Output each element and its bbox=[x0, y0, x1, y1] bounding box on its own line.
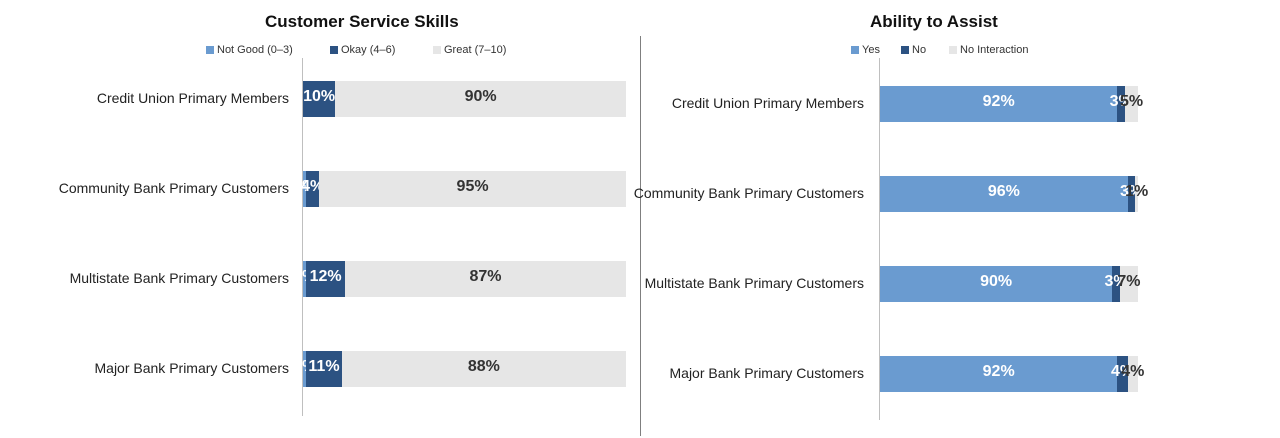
bar-yes-community-bank-primary-customers bbox=[880, 176, 1128, 212]
category-label-multistate-bank-primary-customers: Multistate Bank Primary Customers bbox=[644, 275, 864, 291]
bar-great-7-10-community-bank-primary-customers bbox=[319, 171, 626, 207]
category-label-community-bank-primary-customers: Community Bank Primary Customers bbox=[58, 180, 289, 196]
bar-okay-4-6-major-bank-primary-customers bbox=[306, 351, 342, 387]
bar-not-good-0-3-community-bank-primary-customers bbox=[303, 171, 307, 207]
legend-swatch bbox=[949, 46, 957, 54]
chart-title: Customer Service Skills bbox=[265, 12, 459, 31]
bar-no-multistate-bank-primary-customers bbox=[1112, 266, 1120, 302]
bar-no-major-bank-primary-customers bbox=[1117, 356, 1128, 392]
data-label-okay-4-6-major-bank-primary-customers: 11% bbox=[308, 358, 340, 375]
category-label-credit-union-primary-members: Credit Union Primary Members bbox=[671, 95, 864, 111]
chart-title: Ability to Assist bbox=[870, 12, 998, 31]
data-label-no-interaction-community-bank-primary-customers: 1% bbox=[1125, 183, 1149, 200]
data-label-great-7-10-multistate-bank-primary-customers: 87% bbox=[469, 268, 502, 285]
legend-item-no: No bbox=[901, 44, 926, 56]
data-label-no-interaction-major-bank-primary-customers: 4% bbox=[1121, 363, 1145, 380]
data-label-great-7-10-community-bank-primary-customers: 95% bbox=[456, 178, 489, 195]
bar-great-7-10-credit-union-primary-members bbox=[335, 81, 626, 117]
bar-okay-4-6-credit-union-primary-members bbox=[303, 81, 336, 117]
category-label-major-bank-primary-customers: Major Bank Primary Customers bbox=[669, 365, 865, 381]
bar-yes-major-bank-primary-customers bbox=[880, 356, 1118, 392]
legend-swatch bbox=[330, 46, 338, 54]
category-label-multistate-bank-primary-customers: Multistate Bank Primary Customers bbox=[69, 270, 289, 286]
data-label-okay-4-6-credit-union-primary-members: 10% bbox=[303, 88, 336, 105]
legend-swatch bbox=[851, 46, 859, 54]
data-label-no-interaction-multistate-bank-primary-customers: 7% bbox=[1117, 273, 1141, 290]
legend-swatch bbox=[433, 46, 441, 54]
bar-no-interaction-credit-union-primary-members bbox=[1125, 86, 1138, 122]
legend-item-not-good: Not Good (0–3) bbox=[206, 44, 293, 56]
panel-divider bbox=[640, 36, 641, 436]
legend-label: Okay (4–6) bbox=[341, 44, 396, 56]
data-label-yes-major-bank-primary-customers: 92% bbox=[982, 363, 1015, 380]
bar-great-7-10-multistate-bank-primary-customers bbox=[344, 261, 626, 297]
legend-label: No Interaction bbox=[960, 44, 1029, 56]
legend-item-okay: Okay (4–6) bbox=[330, 44, 395, 56]
bar-yes-multistate-bank-primary-customers bbox=[880, 266, 1113, 302]
bar-no-interaction-community-bank-primary-customers bbox=[1135, 176, 1138, 212]
category-label-credit-union-primary-members: Credit Union Primary Members bbox=[96, 90, 289, 106]
bar-yes-credit-union-primary-members bbox=[880, 86, 1118, 122]
legend-item-no-interaction: No Interaction bbox=[949, 44, 1028, 56]
legend-label: Yes bbox=[862, 44, 880, 56]
legend-label: Great (7–10) bbox=[444, 44, 507, 56]
y-axis-line bbox=[302, 58, 303, 416]
bar-no-interaction-multistate-bank-primary-customers bbox=[1119, 266, 1138, 302]
legend-swatch bbox=[901, 46, 909, 54]
bar-no-community-bank-primary-customers bbox=[1127, 176, 1136, 212]
ability-to-assist-chart: Ability to Assist Yes No No Interaction … bbox=[634, 0, 1280, 438]
legend-item-great: Great (7–10) bbox=[433, 44, 506, 56]
y-axis-line bbox=[879, 58, 880, 420]
data-label-no-interaction-credit-union-primary-members: 5% bbox=[1119, 93, 1144, 110]
legend-label: Not Good (0–3) bbox=[217, 44, 293, 56]
bar-not-good-0-3-major-bank-primary-customers bbox=[303, 351, 307, 387]
bar-okay-4-6-multistate-bank-primary-customers bbox=[306, 261, 345, 297]
category-label-community-bank-primary-customers: Community Bank Primary Customers bbox=[633, 185, 864, 201]
bar-not-good-0-3-multistate-bank-primary-customers bbox=[303, 261, 307, 297]
category-label-major-bank-primary-customers: Major Bank Primary Customers bbox=[94, 360, 290, 376]
bar-no-credit-union-primary-members bbox=[1117, 86, 1126, 122]
data-label-great-7-10-major-bank-primary-customers: 88% bbox=[467, 358, 500, 375]
bar-no-interaction-major-bank-primary-customers bbox=[1127, 356, 1138, 392]
data-label-yes-community-bank-primary-customers: 96% bbox=[987, 183, 1020, 200]
data-label-yes-credit-union-primary-members: 92% bbox=[982, 93, 1015, 110]
customer-service-skills-chart: Customer Service Skills Not Good (0–3) O… bbox=[0, 0, 638, 438]
legend-label: No bbox=[912, 44, 927, 56]
legend-swatch bbox=[206, 46, 214, 54]
data-label-okay-4-6-multistate-bank-primary-customers: 12% bbox=[309, 268, 342, 285]
data-label-great-7-10-credit-union-primary-members: 90% bbox=[464, 88, 497, 105]
data-label-okay-4-6-community-bank-primary-customers: 4% bbox=[301, 178, 325, 195]
legend-item-yes: Yes bbox=[851, 44, 880, 56]
data-label-yes-multistate-bank-primary-customers: 90% bbox=[980, 273, 1013, 290]
bar-okay-4-6-community-bank-primary-customers bbox=[306, 171, 320, 207]
bar-great-7-10-major-bank-primary-customers bbox=[341, 351, 626, 387]
